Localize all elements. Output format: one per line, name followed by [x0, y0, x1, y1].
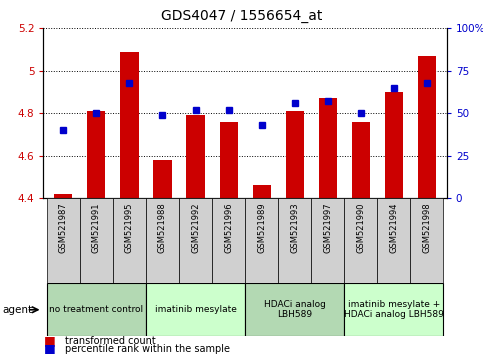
- Bar: [179, 198, 212, 283]
- Text: GSM521995: GSM521995: [125, 202, 134, 253]
- Text: GSM521992: GSM521992: [191, 202, 200, 253]
- Text: no treatment control: no treatment control: [49, 305, 143, 314]
- Text: transformed count: transformed count: [65, 336, 156, 346]
- Bar: [245, 283, 344, 336]
- Bar: [146, 283, 245, 336]
- Bar: [87, 111, 105, 198]
- Bar: [285, 111, 304, 198]
- Text: GSM521988: GSM521988: [158, 202, 167, 253]
- Text: GSM521987: GSM521987: [59, 202, 68, 253]
- Bar: [278, 198, 311, 283]
- Text: imatinib mesylate: imatinib mesylate: [155, 305, 237, 314]
- Bar: [120, 52, 139, 198]
- Bar: [344, 198, 377, 283]
- Bar: [385, 92, 403, 198]
- Bar: [212, 198, 245, 283]
- Bar: [253, 185, 271, 198]
- Bar: [146, 198, 179, 283]
- Text: GSM521994: GSM521994: [389, 202, 398, 253]
- Text: GSM521989: GSM521989: [257, 202, 266, 253]
- Text: GDS4047 / 1556654_at: GDS4047 / 1556654_at: [161, 9, 322, 23]
- Text: agent: agent: [2, 305, 32, 315]
- Bar: [186, 115, 205, 198]
- Text: GSM521997: GSM521997: [323, 202, 332, 253]
- Bar: [54, 194, 72, 198]
- Bar: [47, 198, 80, 283]
- Bar: [377, 198, 411, 283]
- Bar: [47, 283, 146, 336]
- Bar: [418, 56, 436, 198]
- Bar: [311, 198, 344, 283]
- Bar: [411, 198, 443, 283]
- Text: ■: ■: [43, 334, 55, 347]
- Bar: [113, 198, 146, 283]
- Text: HDACi analog
LBH589: HDACi analog LBH589: [264, 300, 326, 319]
- Text: GSM521996: GSM521996: [224, 202, 233, 253]
- Text: GSM521993: GSM521993: [290, 202, 299, 253]
- Text: GSM521991: GSM521991: [92, 202, 101, 253]
- Bar: [80, 198, 113, 283]
- Bar: [352, 122, 370, 198]
- Text: imatinib mesylate +
HDACi analog LBH589: imatinib mesylate + HDACi analog LBH589: [344, 300, 444, 319]
- Bar: [319, 98, 337, 198]
- Bar: [219, 122, 238, 198]
- Bar: [154, 160, 171, 198]
- Text: ■: ■: [43, 342, 55, 354]
- Text: GSM521998: GSM521998: [423, 202, 431, 253]
- Text: percentile rank within the sample: percentile rank within the sample: [65, 344, 230, 354]
- Text: GSM521990: GSM521990: [356, 202, 365, 253]
- Bar: [344, 283, 443, 336]
- Bar: [245, 198, 278, 283]
